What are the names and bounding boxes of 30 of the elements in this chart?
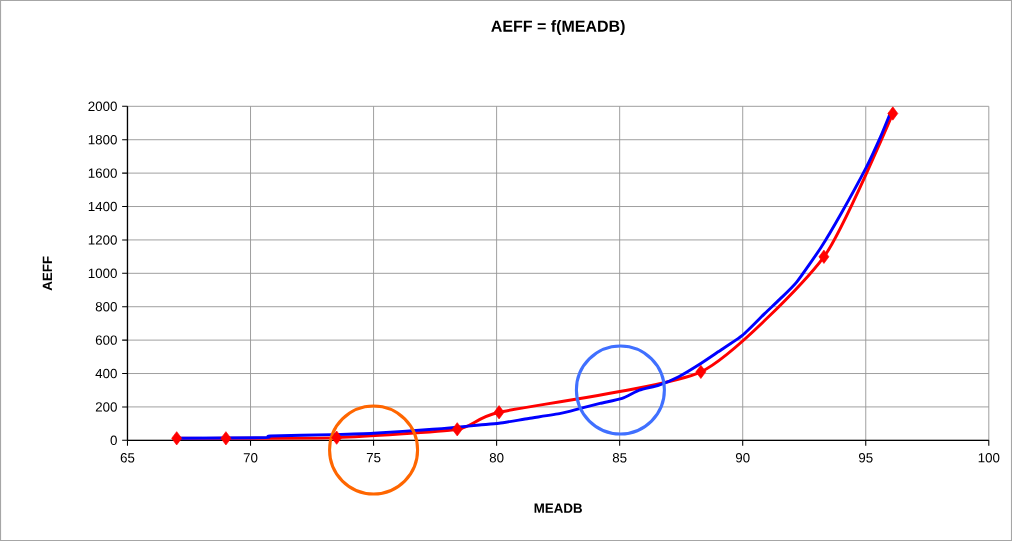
y-axis-title: AEFF [42,256,52,291]
x-tick-label: 65 [120,453,135,463]
x-tick-label: 90 [735,453,750,463]
y-tick-label: 600 [95,335,117,345]
point [171,431,183,446]
y-tick-label: 1800 [88,135,117,145]
point [331,430,342,445]
point [818,249,830,264]
x-tick-label: 95 [858,453,873,463]
point [451,422,463,437]
y-tick-label: 1000 [88,268,117,279]
y-tick-label: 0 [110,435,117,446]
chart-title: AEFF = f(MEADB) [491,20,625,35]
y-tick-label: 400 [95,368,117,379]
point [695,364,707,379]
y-tick-label: 1400 [88,201,117,212]
y-tick-label: 200 [95,402,117,412]
point [220,431,232,446]
x-tick-label: 85 [612,453,627,463]
x-axis-title: MEADB [534,503,582,513]
point [887,106,899,121]
y-tick-label: 800 [95,302,117,312]
x-tick-label: 70 [243,453,258,463]
x-tick-label: 80 [489,453,504,463]
x-tick-label: 75 [366,453,381,463]
y-tick-label: 1200 [88,235,117,245]
x-tick-label: 100 [978,453,1000,463]
point [493,405,505,420]
y-tick-label: 1600 [88,168,117,178]
y-tick-label: 2000 [88,101,117,112]
